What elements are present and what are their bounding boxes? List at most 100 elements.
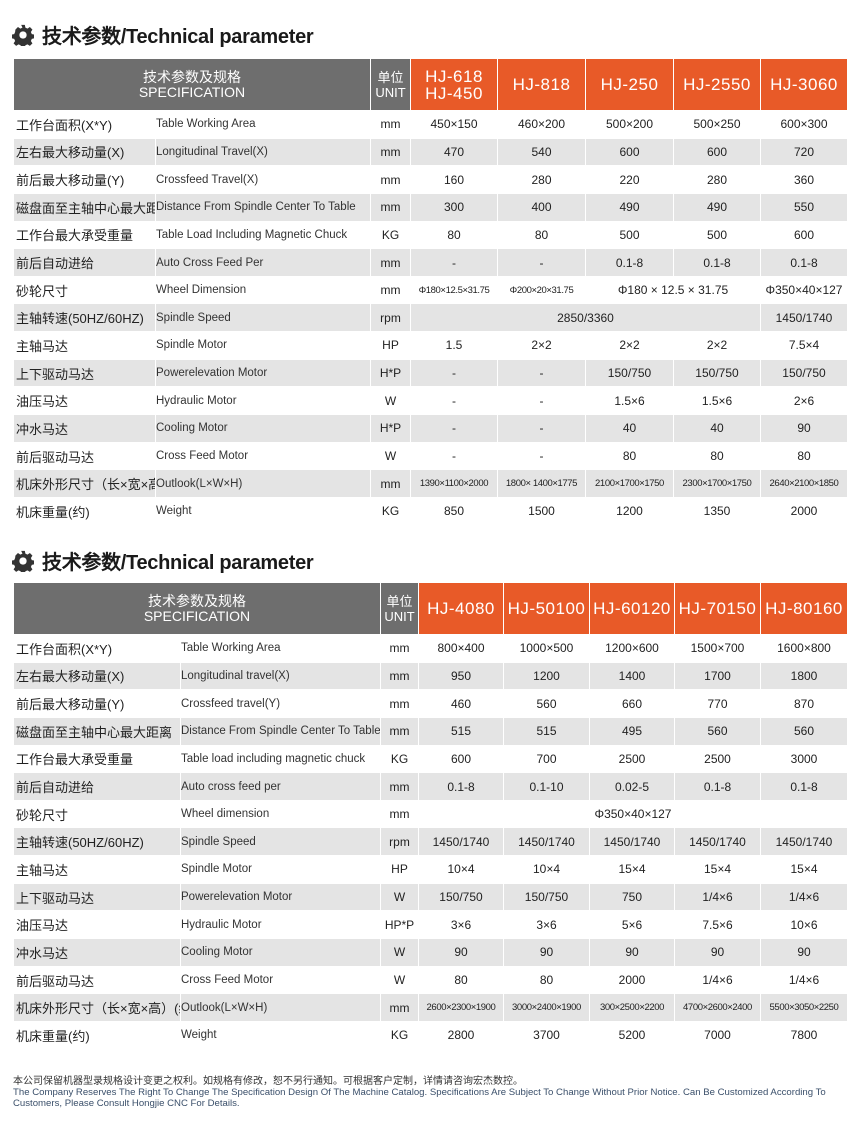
table-row: 主轴马达 Spindle Motor HP 1.5 2×2 2×2 2×2 7.5×4 <box>13 331 848 360</box>
unit-cell: mm <box>370 248 411 277</box>
value-cell: 490 <box>673 192 761 222</box>
section-title-text: 技术参数/Technical parameter <box>42 552 314 574</box>
section-title-2: 技术参数/Technical parameter <box>12 546 314 575</box>
param-name-cn: 工作台最大承受重量 <box>13 744 181 774</box>
value-cell: 80 <box>503 965 590 995</box>
value-cell: 1/4×6 <box>674 882 761 912</box>
table-row: 油压马达 Hydraulic Motor W - -1.5×6 1.5×6 2×6 <box>13 386 848 416</box>
table-row: 工作台最大承受重量 Table Load Including Magnetic C… <box>13 220 848 250</box>
value-cell: 660 <box>589 689 675 718</box>
value-cell: 1/4×6 <box>760 965 848 995</box>
value-cell: 720 <box>760 137 848 167</box>
unit-header: 单位 UNIT <box>370 58 411 111</box>
model-header: HJ-618 HJ-450 <box>410 58 498 111</box>
value-cell: 0.1-8 <box>673 248 761 277</box>
value-cell: 540 <box>497 137 586 167</box>
value-cell: 600 <box>760 220 848 250</box>
value-cell: 5200 <box>589 1020 675 1050</box>
unit-cell: mm <box>380 661 419 691</box>
section-title-1: 技术参数/Technical parameter <box>12 20 314 49</box>
spec-header-en: SPECIFICATION <box>143 607 251 624</box>
model-header: HJ-2550 <box>673 58 761 111</box>
param-name-cn: 工作台面积(X*Y) <box>13 110 156 139</box>
model-header: HJ-250 <box>585 58 674 111</box>
value-cell: - <box>410 386 498 416</box>
disclaimer-en: The Company Reserves The Right To Change… <box>13 1087 826 1109</box>
value-cell: 1500×700 <box>674 634 761 663</box>
value-cell: 80 <box>410 220 498 250</box>
table-row: 前后驱动马达 Cross Feed Motor W - -80 80 80 <box>13 441 848 471</box>
param-name-en: Wheel Dimension <box>155 275 371 305</box>
value-cell: - <box>410 441 498 471</box>
param-name-en: Powerelevation Motor <box>180 882 381 912</box>
value-cell: 495 <box>589 716 675 746</box>
disclaimer: 本公司保留机器型录规格设计变更之权利。如规格有修改，恕不另行通知。可根据客户定制… <box>13 1076 860 1109</box>
value-cell: 0.1-8 <box>760 772 848 801</box>
unit-header-en: UNIT <box>384 608 415 624</box>
table-row: 主轴转速(50HZ/60HZ) Spindle Speed rpm 2850/3360… <box>13 303 848 333</box>
value-cell: 1500 <box>497 496 586 526</box>
param-name-cn: 机床重量(约) <box>13 496 156 526</box>
value-cell: 0.1-8 <box>418 772 504 801</box>
param-name-en: Cooling Motor <box>155 414 371 443</box>
value-cell: 150/750 <box>503 882 590 912</box>
param-name-en: Distance From Spindle Center To Table <box>155 192 371 222</box>
value-cell: 1200×600 <box>589 634 675 663</box>
value-cell: 2000 <box>760 496 848 526</box>
spec-header: 技术参数及规格 SPECIFICATION <box>13 582 381 635</box>
param-name-en: Outlook(L×W×H) <box>155 469 371 498</box>
unit-cell: KG <box>370 496 411 526</box>
value-cell: 1200 <box>503 661 590 691</box>
param-name-cn: 机床重量(约) <box>13 1020 181 1050</box>
model-header: HJ-80160 <box>760 582 848 635</box>
unit-cell: HP*P <box>380 910 419 940</box>
param-name-cn: 上下驱动马达 <box>13 882 181 912</box>
gear-icon <box>12 24 34 46</box>
value-cell: 560 <box>503 689 590 718</box>
value-cell: 2800 <box>418 1020 504 1050</box>
table-row: 主轴马达 Spindle Motor HP 10×4 10×4 15×4 15×4 15×4 <box>13 855 848 884</box>
value-cell: 1450/1740 <box>589 827 675 857</box>
param-name-cn: 主轴转速(50HZ/60HZ) <box>13 303 156 333</box>
value-cell: 500 <box>585 220 674 250</box>
param-name-cn: 上下驱动马达 <box>13 358 156 388</box>
param-name-cn: 砂轮尺寸 <box>13 799 181 829</box>
value-cell: 7800 <box>760 1020 848 1050</box>
value-cell: Φ200×20×31.75 <box>497 275 586 305</box>
model-header: HJ-60120 <box>589 582 675 635</box>
unit-cell: HP <box>380 855 419 884</box>
param-name-cn: 油压马达 <box>13 910 181 940</box>
value-cell: 0.1-8 <box>585 248 674 277</box>
unit-cell: rpm <box>370 303 411 333</box>
unit-cell: mm <box>370 275 411 305</box>
value-cell: 150/750 <box>760 358 848 388</box>
disclaimer-cn: 本公司保留机器型录规格设计变更之权利。如规格有修改，恕不另行通知。可根据客户定制… <box>13 1076 523 1087</box>
unit-cell: KG <box>370 220 411 250</box>
spec-table-1: 技术参数及规格 SPECIFICATION 单位 UNIT HJ-618 HJ-450 H… <box>13 58 848 526</box>
header-row: 技术参数及规格 SPECIFICATION 单位 UNIT HJ-618 HJ-450 H… <box>13 58 848 111</box>
unit-cell: mm <box>370 192 411 222</box>
param-name-en: Table load including magnetic chuck <box>180 744 381 774</box>
value-cell: 300 <box>410 192 498 222</box>
value-cell: 0.02-5 <box>589 772 675 801</box>
value-cell: Φ180×12.5×31.75 <box>410 275 498 305</box>
value-cell: 400 <box>497 192 586 222</box>
value-cell: 90 <box>589 938 675 967</box>
value-cell: 10×6 <box>760 910 848 940</box>
value-cell: 460×200 <box>497 110 586 139</box>
value-cell: 90 <box>674 938 761 967</box>
value-cell: 90 <box>418 938 504 967</box>
unit-header-cn: 单位 <box>386 593 413 609</box>
unit-cell: mm <box>380 799 419 829</box>
value-cell: Φ350×40×127 <box>760 275 848 305</box>
value-cell: 600 <box>418 744 504 774</box>
param-name-cn: 前后自动进给 <box>13 772 181 801</box>
value-cell: 10×4 <box>503 855 590 884</box>
value-cell: 1.5 <box>410 331 498 360</box>
value-cell: 460 <box>418 689 504 718</box>
value-cell: 160 <box>410 165 498 194</box>
param-name-cn: 砂轮尺寸 <box>13 275 156 305</box>
value-cell: 10×4 <box>418 855 504 884</box>
table-row: 左右最大移动量(X) Longitudinal travel(X) mm 950 120… <box>13 661 848 691</box>
